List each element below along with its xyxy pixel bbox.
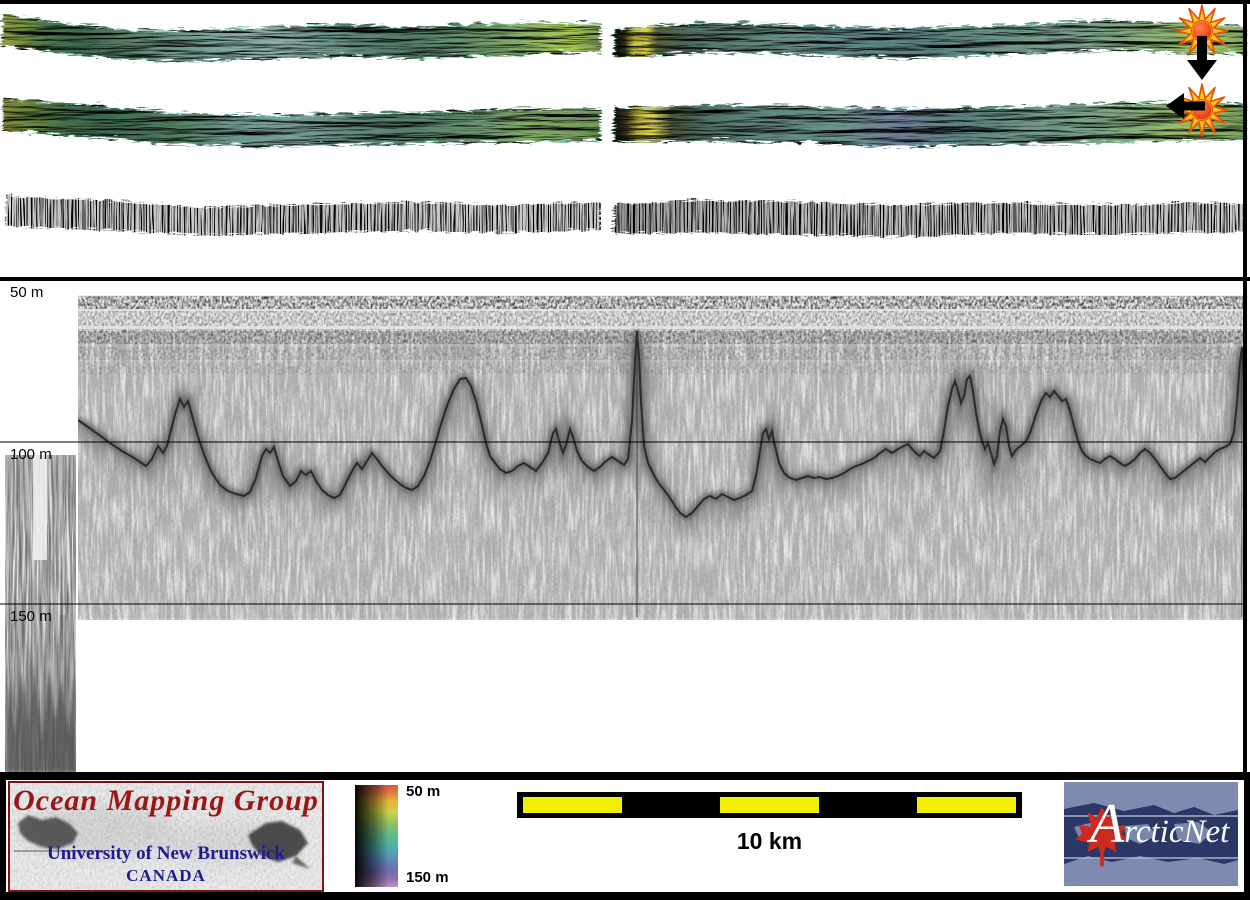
depth-label-100m: 100 m — [10, 446, 52, 463]
echogram-plot — [0, 296, 1243, 620]
scale-bar — [517, 792, 1022, 818]
depth-label-50m: 50 m — [10, 284, 44, 301]
depth-label-150m: 150 m — [10, 608, 52, 625]
arcticnet-map-artwork — [1064, 782, 1238, 886]
swath-strips-section — [0, 4, 1244, 235]
scale-bar-segment — [720, 797, 819, 813]
depth-reference-lines — [0, 441, 1243, 605]
colorbar-label-top: 50 m — [406, 783, 441, 800]
maple-leaf-icon — [1075, 807, 1129, 867]
multibeam-strip-row2 — [0, 95, 1244, 145]
down-arrow-icon — [1187, 36, 1217, 80]
depth-colorbar — [355, 785, 398, 887]
left-arrow-icon — [1166, 93, 1205, 119]
right-frame-bar — [1243, 0, 1247, 772]
seafloor-trace — [78, 330, 1243, 620]
scale-bar-segment — [917, 797, 1016, 813]
scale-bar-label: 10 km — [736, 828, 803, 854]
arcticnet-rest: rcticNet — [1124, 814, 1230, 850]
scale-bar-segment — [819, 797, 918, 813]
multibeam-strip-row1 — [0, 11, 1244, 59]
section-divider-bar — [0, 277, 1250, 281]
arcticnet-logo: ArcticNet — [1064, 782, 1238, 886]
ocean-mapping-group-logo: Ocean Mapping Group University of New Br… — [8, 781, 324, 892]
footer-bar: Ocean Mapping Group University of New Br… — [0, 772, 1250, 900]
arcticnet-wordmark: ArcticNet — [1090, 792, 1229, 856]
omg-subtitle: University of New Brunswick — [46, 843, 286, 864]
scale-bar-segment — [622, 797, 721, 813]
omg-title: Ocean Mapping Group — [13, 784, 319, 817]
scale-bar-segment — [523, 797, 622, 813]
arcticnet-initial: A — [1090, 793, 1125, 855]
echogram-side-strip — [5, 455, 76, 772]
colorbar-label-bottom: 150 m — [406, 869, 449, 886]
omg-country: CANADA — [126, 866, 206, 885]
sidescan-strip-row3 — [4, 194, 1243, 235]
top-frame-bar — [0, 0, 1250, 4]
omg-logo-artwork — [10, 783, 322, 890]
